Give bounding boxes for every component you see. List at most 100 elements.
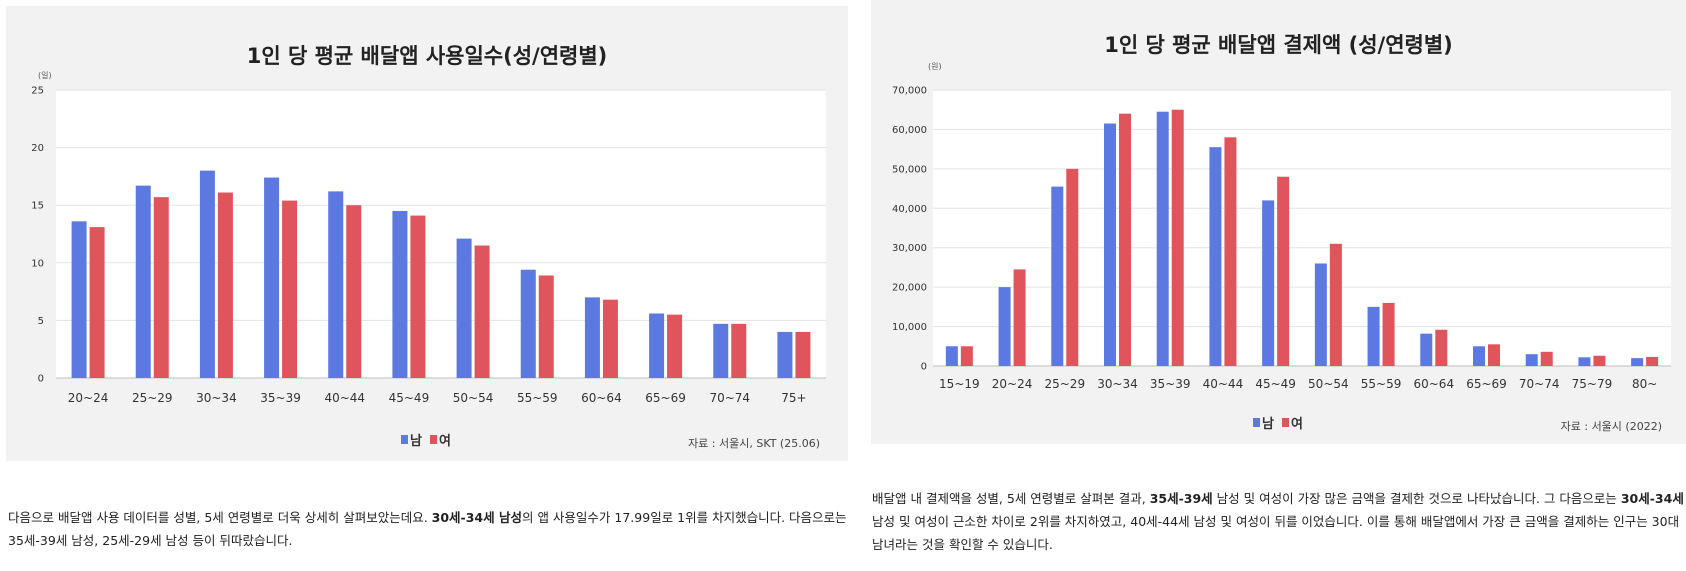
para-bold: 35세-39세 bbox=[1149, 491, 1213, 506]
x-tick-label: 60~64 bbox=[1413, 377, 1454, 391]
bar-male bbox=[1525, 354, 1538, 366]
x-tick-label: 45~49 bbox=[1255, 377, 1296, 391]
bar-male bbox=[1051, 186, 1064, 366]
bar-male bbox=[392, 210, 408, 378]
y-tick-label: 60,000 bbox=[892, 125, 927, 136]
para-text: 남성 및 여성이 근소한 차이로 2위를 차지하였고, 40세-44세 남성 및… bbox=[872, 514, 1680, 552]
legend-swatch-male bbox=[401, 435, 408, 444]
legend: 남 여 bbox=[1253, 413, 1307, 432]
bar-female bbox=[1171, 109, 1184, 366]
chart-payment: 0 10,000 20,000 30,000 40,000 50,000 60,000 70,… bbox=[892, 86, 1671, 391]
legend-swatch-female bbox=[429, 435, 437, 444]
bar-female bbox=[1646, 356, 1659, 366]
y-tick-label: 40,000 bbox=[892, 204, 927, 215]
bar-female bbox=[346, 205, 362, 378]
bar-female bbox=[153, 197, 169, 378]
bar-female bbox=[1488, 344, 1500, 366]
x-tick-label: 55~59 bbox=[517, 391, 558, 405]
bar-male bbox=[998, 287, 1011, 366]
y-tick-label: 25 bbox=[31, 86, 44, 97]
bar-female bbox=[410, 215, 426, 378]
para-text: 배달앱 내 결제액을 성별, 5세 연령별로 살펴본 결과, bbox=[872, 491, 1150, 506]
para-text: 의 앱 사용일수가 17.99일로 1위를 차지했습니다. 다음으로는 35세-… bbox=[8, 510, 847, 548]
x-tick-label: 30~34 bbox=[196, 391, 237, 405]
source-note: 자료 : 서울시 (2022) bbox=[1560, 420, 1662, 433]
y-tick-label: 70,000 bbox=[892, 86, 927, 97]
bar-male bbox=[1104, 123, 1116, 366]
legend-label-male: 남 bbox=[410, 434, 422, 449]
bar-male bbox=[264, 177, 280, 378]
bar-female bbox=[602, 299, 618, 378]
bar-female bbox=[1277, 176, 1290, 366]
legend: 남 여 bbox=[401, 430, 455, 449]
x-tick-label: 25~29 bbox=[1044, 377, 1085, 391]
bar-female bbox=[1435, 329, 1448, 366]
bar-female bbox=[1224, 137, 1237, 366]
x-tick-label: 70~74 bbox=[1519, 377, 1560, 391]
bar-male bbox=[1473, 346, 1485, 366]
bar-male bbox=[1156, 111, 1169, 366]
bar-female bbox=[1329, 243, 1342, 366]
bar-male bbox=[199, 170, 215, 378]
x-tick-label: 55~59 bbox=[1361, 377, 1402, 391]
bar-male bbox=[713, 323, 729, 378]
y-unit-label: (일) bbox=[38, 71, 52, 80]
legend-item-female: 여 bbox=[1281, 413, 1303, 432]
legend-item-female: 여 bbox=[429, 430, 451, 449]
bar-male bbox=[1209, 147, 1222, 366]
plot-area bbox=[56, 90, 826, 378]
x-tick-label: 50~54 bbox=[1308, 377, 1349, 391]
chart-panel-usage-days: 0 5 10 15 20 25 20~24 25~29 30~34 35~39 40~44 45~49… bbox=[6, 6, 848, 461]
bar-male bbox=[945, 346, 958, 366]
bar-female bbox=[1540, 351, 1553, 366]
bar-male bbox=[328, 191, 344, 378]
x-tick-label: 80~ bbox=[1632, 377, 1657, 391]
legend-label-female: 여 bbox=[438, 434, 451, 449]
bar-female bbox=[1066, 168, 1079, 366]
bar-female bbox=[282, 200, 298, 378]
bar-male bbox=[777, 331, 793, 378]
y-tick-label: 0 bbox=[921, 362, 927, 373]
bar-female bbox=[538, 275, 554, 378]
description-paragraph-usage: 다음으로 배달앱 사용 데이터를 성별, 5세 연령별로 더욱 상세히 살펴보았… bbox=[8, 506, 853, 552]
bar-female bbox=[731, 323, 747, 378]
x-tick-label: 20~24 bbox=[68, 391, 109, 405]
para-text: 다음으로 배달앱 사용 데이터를 성별, 5세 연령별로 더욱 상세히 살펴보았… bbox=[8, 510, 432, 525]
x-tick-label: 75~79 bbox=[1572, 377, 1613, 391]
x-tick-label: 65~69 bbox=[1466, 377, 1507, 391]
bar-female bbox=[667, 314, 683, 378]
bar-female bbox=[795, 331, 811, 378]
source-note: 자료 : 서울시, SKT (25.06) bbox=[688, 437, 820, 450]
y-tick-label: 10 bbox=[31, 258, 44, 269]
chart-panel-payment: 0 10,000 20,000 30,000 40,000 50,000 60,000 70,… bbox=[871, 0, 1686, 444]
bar-male bbox=[1578, 357, 1591, 366]
bar-male bbox=[71, 221, 87, 378]
bar-male bbox=[1367, 306, 1380, 366]
para-bold: 30세-34세 bbox=[1620, 491, 1684, 506]
x-tick-label: 75+ bbox=[781, 391, 806, 405]
x-tick-label: 35~39 bbox=[1150, 377, 1191, 391]
x-tick-label: 45~49 bbox=[389, 391, 430, 405]
legend-item-male: 남 bbox=[1253, 413, 1274, 432]
bar-male bbox=[456, 238, 472, 378]
bar-male bbox=[1420, 333, 1433, 366]
chart-title: 1인 당 평균 배달앱 사용일수(성/연령별) bbox=[246, 44, 608, 68]
bar-female bbox=[1119, 113, 1131, 367]
bar-female bbox=[960, 346, 973, 366]
x-tick-label: 35~39 bbox=[260, 391, 301, 405]
para-text: 남성 및 여성이 가장 많은 금액을 결제한 것으로 나타났습니다. 그 다음으… bbox=[1212, 491, 1621, 506]
bar-female bbox=[1013, 269, 1026, 366]
x-tick-label: 30~34 bbox=[1097, 377, 1138, 391]
bar-female bbox=[217, 192, 233, 378]
bar-male bbox=[1631, 358, 1644, 366]
y-tick-label: 20,000 bbox=[892, 283, 927, 294]
legend-swatch-male bbox=[1253, 418, 1260, 427]
bar-male bbox=[584, 297, 600, 378]
x-tick-label: 25~29 bbox=[132, 391, 173, 405]
legend-label-male: 남 bbox=[1262, 417, 1274, 432]
x-tick-label: 60~64 bbox=[581, 391, 622, 405]
description-paragraph-payment: 배달앱 내 결제액을 성별, 5세 연령별로 살펴본 결과, 35세-39세 남… bbox=[872, 487, 1686, 556]
x-tick-label: 20~24 bbox=[992, 377, 1033, 391]
y-unit-label: (원) bbox=[928, 62, 942, 71]
bar-female bbox=[1382, 302, 1395, 366]
